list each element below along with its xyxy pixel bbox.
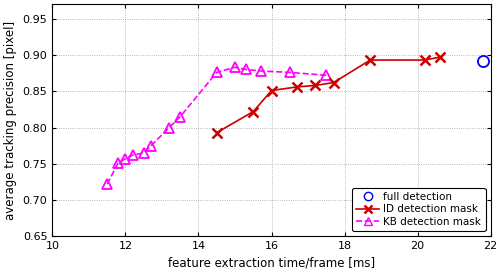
Y-axis label: average tracking precision [pixel]: average tracking precision [pixel]: [4, 21, 17, 220]
Legend: full detection, ID detection mask, KB detection mask: full detection, ID detection mask, KB de…: [352, 188, 484, 231]
X-axis label: feature extraction time/frame [ms]: feature extraction time/frame [ms]: [168, 257, 374, 270]
